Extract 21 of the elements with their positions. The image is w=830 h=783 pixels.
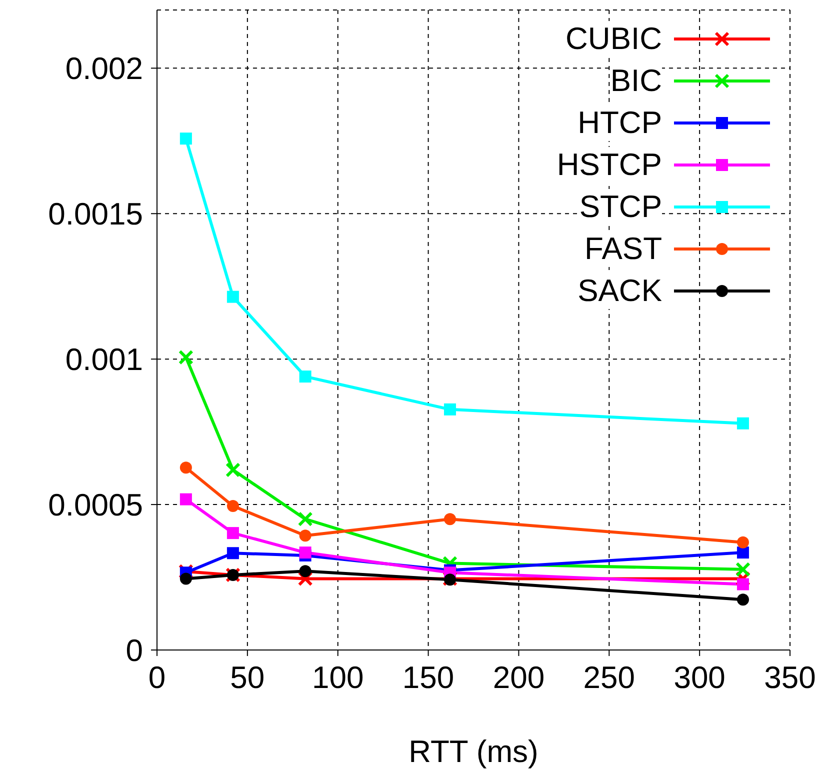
legend-label: FAST xyxy=(584,231,662,267)
y-tick-label: 0.0015 xyxy=(48,196,143,232)
x-axis-title: RTT (ms) xyxy=(408,734,538,769)
x-tick-label: 250 xyxy=(583,660,636,696)
legend-label: SACK xyxy=(578,273,662,309)
x-tick-label: 300 xyxy=(674,660,726,696)
x-tick-label: 0 xyxy=(148,660,166,696)
x-tick-label: 150 xyxy=(402,660,454,696)
x-tick-label: 50 xyxy=(230,660,265,696)
legend-label: BIC xyxy=(610,63,662,99)
legend-label: HSTCP xyxy=(556,147,662,183)
y-tick-label: 0.002 xyxy=(65,51,143,86)
legend-label: HTCP xyxy=(578,105,662,141)
y-tick-label: 0.0005 xyxy=(48,488,143,523)
legend-label: CUBIC xyxy=(566,21,662,57)
legend-label: STCP xyxy=(579,189,662,225)
x-tick-label: 350 xyxy=(764,660,816,696)
y-tick-label: 0 xyxy=(126,633,143,668)
x-tick-label: 100 xyxy=(312,660,364,696)
y-tick-label: 0.001 xyxy=(65,342,143,378)
x-tick-label: 200 xyxy=(492,660,545,696)
